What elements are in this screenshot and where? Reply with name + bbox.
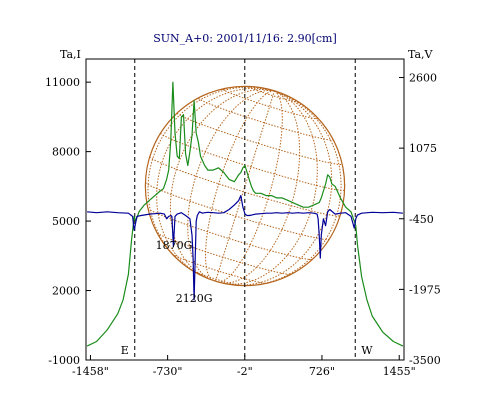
x-tick-label: -730" — [153, 365, 183, 378]
x-tick-label: -2" — [237, 365, 253, 378]
disk-longitude-line — [187, 89, 275, 280]
disk-longitude-line — [204, 90, 275, 281]
x-tick-label: 726" — [309, 365, 335, 378]
marker-label: E — [121, 344, 129, 357]
disk-latitude-line — [198, 97, 334, 141]
disk-latitude-line — [145, 182, 330, 241]
right-axis-label: Ta,V — [408, 48, 434, 61]
disk-longitude-line — [215, 90, 275, 282]
left-tick-label: 8000 — [52, 146, 80, 159]
field-annotation: 1870G — [156, 239, 193, 252]
solar-disk — [144, 85, 346, 287]
disk-latitude-line — [176, 112, 343, 165]
intensity-series-line — [86, 81, 404, 347]
left-tick-label: 11000 — [45, 76, 80, 89]
disk-longitude-line — [222, 90, 318, 285]
left-tick-label: 2000 — [52, 285, 80, 298]
right-tick-label: -1975 — [409, 283, 441, 296]
left-axis-label: Ta,I — [60, 48, 81, 61]
disk-longitude-line — [218, 90, 283, 283]
polarization-series-line — [87, 195, 403, 301]
left-tick-label: 5000 — [52, 215, 80, 228]
right-tick-label: -3500 — [409, 354, 441, 367]
chart-title: SUN_A+0: 2001/11/16: 2.90[cm] — [153, 32, 337, 45]
disk-longitude-line — [240, 90, 342, 287]
disk-latitude-line — [171, 253, 267, 284]
x-tick-label: -1458" — [72, 365, 109, 378]
disk-latitude-line — [192, 270, 241, 286]
axis-ticks: 11000 8000 5000 2000 -1000 2600 1075 -450 -1975 -… — [45, 72, 441, 378]
right-tick-label: -450 — [409, 213, 434, 226]
data-series — [86, 81, 404, 347]
annotations: 1870G 2120G — [156, 239, 213, 305]
field-annotation: 2120G — [176, 292, 213, 305]
x-tick-label: 1455" — [383, 365, 416, 378]
disk-longitude-line — [220, 90, 301, 284]
disk-longitude-line — [169, 88, 275, 280]
disk-latitude-line — [147, 207, 313, 260]
left-tick-label: -1000 — [48, 354, 80, 367]
marker-label: W — [361, 344, 373, 357]
right-tick-label: 1075 — [409, 142, 437, 155]
right-tick-label: 2600 — [409, 72, 437, 85]
disk-longitude-line — [228, 90, 333, 286]
disk-longitude-line — [156, 87, 275, 277]
disk-longitude-line — [147, 86, 275, 272]
